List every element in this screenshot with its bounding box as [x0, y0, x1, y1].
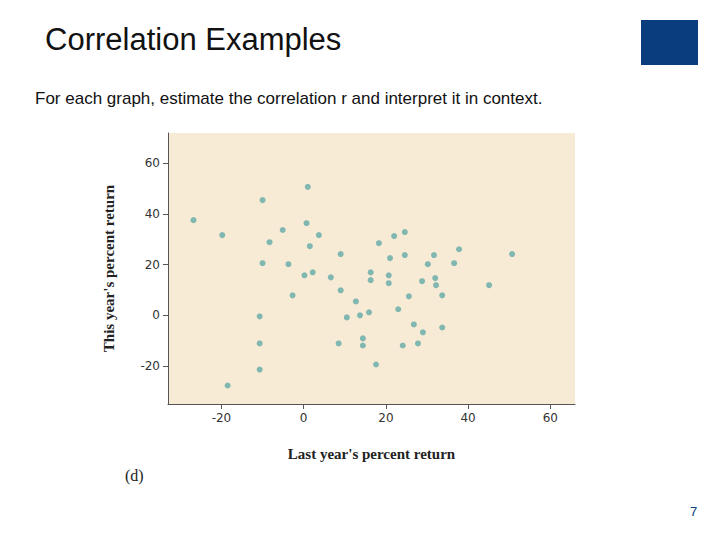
html-text:7: 7: [690, 504, 698, 519]
svg-text:40: 40: [460, 411, 475, 425]
svg-text:-20: -20: [140, 359, 160, 373]
svg-text:20: 20: [378, 411, 393, 425]
svg-text:20: 20: [145, 258, 160, 272]
svg-text:-20: -20: [212, 411, 232, 425]
html-text:(d): (d): [125, 467, 144, 484]
svg-text:40: 40: [145, 207, 160, 221]
svg-text:This year's percent return: This year's percent return: [101, 184, 117, 352]
svg-text:60: 60: [145, 156, 160, 170]
svg-text:0: 0: [300, 411, 308, 425]
html-text:Correlation Examples: Correlation Examples: [45, 22, 342, 57]
svg-text:Last year's percent return: Last year's percent return: [288, 446, 456, 462]
html-text:For each graph, estimate the c: For each graph, estimate the correlation…: [35, 89, 543, 108]
svg-text:60: 60: [543, 411, 558, 425]
svg-text:0: 0: [152, 308, 160, 322]
